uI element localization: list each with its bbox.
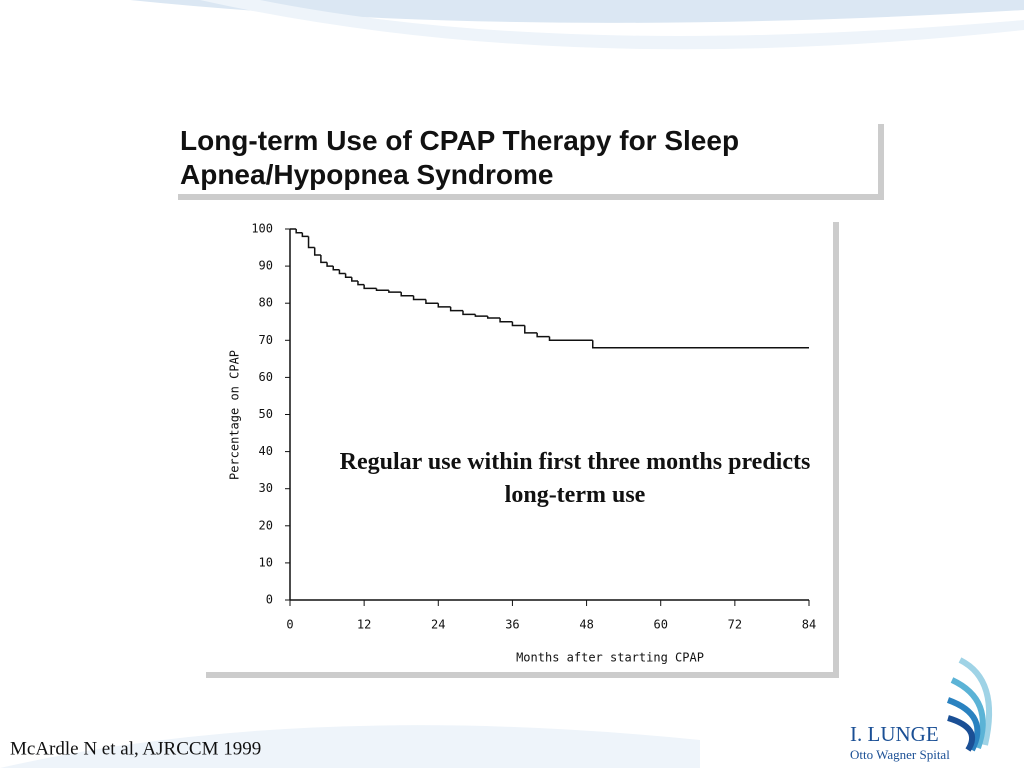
step-segment xyxy=(326,262,334,267)
y-tick-label: 50 xyxy=(259,407,273,421)
y-axis-label: Percentage on CPAP xyxy=(228,350,242,480)
x-tick-label: 60 xyxy=(653,618,667,632)
step-segment xyxy=(499,318,513,323)
step-segment xyxy=(449,306,463,312)
step-segment xyxy=(592,340,809,349)
step-segment xyxy=(400,292,414,297)
logo-name: I. LUNGE xyxy=(850,722,939,746)
step-segment xyxy=(307,236,315,249)
y-tick-label: 10 xyxy=(259,555,273,569)
step-segment xyxy=(363,284,377,290)
step-segment xyxy=(388,290,402,293)
chart-title: Long-term Use of CPAP Therapy for Sleep … xyxy=(180,125,740,190)
logo-waves xyxy=(946,657,993,752)
step-segment xyxy=(462,310,476,316)
x-tick-label: 84 xyxy=(802,618,816,632)
step-segment xyxy=(524,325,538,334)
step-segment xyxy=(486,316,501,319)
title-box xyxy=(172,118,878,194)
y-tick-label: 90 xyxy=(259,259,273,273)
step-segment xyxy=(412,295,426,301)
step-segment xyxy=(313,247,321,256)
bottom-wave xyxy=(0,725,700,768)
step-segment xyxy=(344,273,352,278)
y-tick-label: 70 xyxy=(259,333,273,347)
step-segment xyxy=(332,266,340,271)
step-segment xyxy=(511,321,525,327)
y-tick-label: 40 xyxy=(259,444,273,458)
step-segment xyxy=(536,332,550,338)
y-tick-label: 0 xyxy=(266,593,273,607)
step-segment xyxy=(474,314,488,317)
step-segment xyxy=(357,280,365,286)
x-tick-label: 0 xyxy=(286,618,293,632)
y-tick-label: 80 xyxy=(259,296,273,310)
step-segment xyxy=(548,336,593,342)
x-tick-label: 36 xyxy=(505,618,519,632)
y-tick-label: 60 xyxy=(259,370,273,384)
logo-subtitle: Otto Wagner Spital xyxy=(850,747,950,762)
x-tick-label: 72 xyxy=(728,618,742,632)
chart-panel xyxy=(200,216,833,672)
y-tick-label: 20 xyxy=(259,518,273,532)
step-segment xyxy=(301,232,309,238)
step-segment xyxy=(295,229,303,234)
x-axis-label: Months after starting CPAP xyxy=(516,651,704,665)
x-tick-label: 12 xyxy=(357,618,371,632)
y-tick-label: 30 xyxy=(259,481,273,495)
annotation: Regular use within first three months pr… xyxy=(339,449,811,508)
step-segment xyxy=(437,303,451,308)
step-segment xyxy=(338,269,346,275)
x-tick-label: 48 xyxy=(579,618,593,632)
step-segment xyxy=(425,299,439,304)
citation: McArdle N et al, AJRCCM 1999 xyxy=(10,738,261,759)
x-tick-label: 24 xyxy=(431,618,445,632)
step-segment xyxy=(320,254,328,264)
top-wave xyxy=(130,0,1024,23)
top-wave xyxy=(200,0,1024,50)
step-segment xyxy=(351,277,358,282)
step-segment xyxy=(375,288,389,291)
y-tick-label: 100 xyxy=(251,222,273,236)
